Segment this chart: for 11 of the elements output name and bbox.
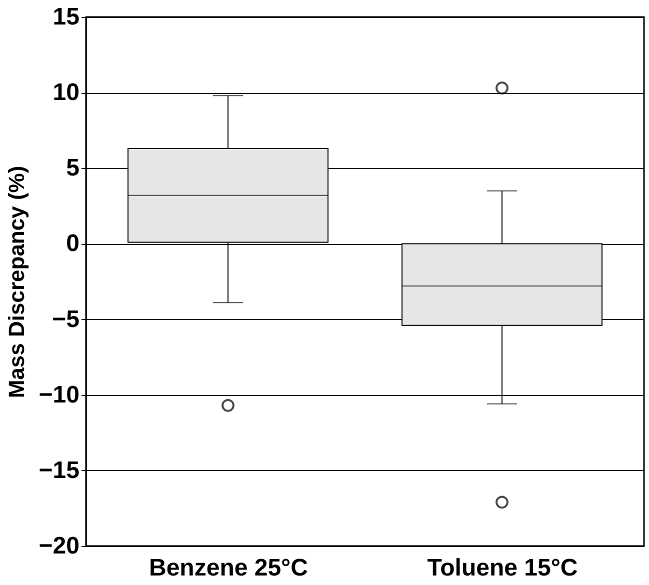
- y-tick-label: 10: [52, 79, 80, 106]
- y-tick-label: −20: [38, 532, 80, 560]
- y-tick-label: −10: [38, 381, 80, 408]
- x-tick-label: Benzene 25°C: [149, 554, 308, 582]
- y-tick-label: 0: [66, 230, 80, 258]
- y-tick-label: 15: [52, 4, 80, 30]
- y-tick-label: 5: [66, 154, 80, 182]
- y-axis-title: Mass Discrepancy (%): [4, 166, 29, 398]
- y-tick-label: −15: [38, 456, 80, 484]
- x-tick-label: Toluene 15°C: [427, 554, 578, 582]
- y-tick-label: −5: [52, 306, 80, 333]
